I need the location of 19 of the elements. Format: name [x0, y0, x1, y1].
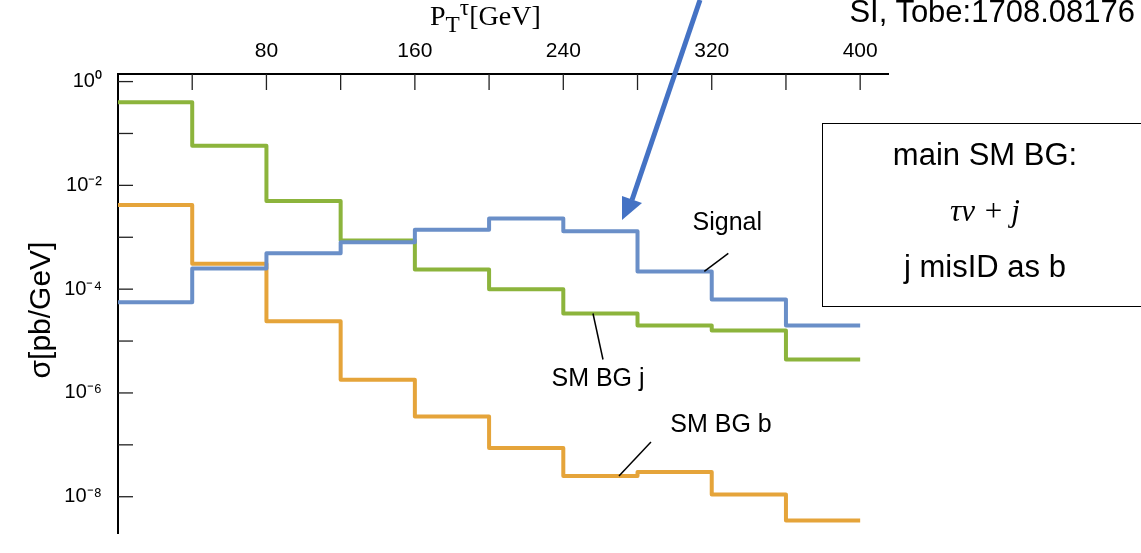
y-tick-label: 10⁻⁴: [64, 276, 102, 299]
x-tick-label: 160: [397, 38, 433, 62]
x-tick-label: 400: [842, 38, 878, 62]
y-tick-label: 10⁻⁶: [64, 380, 102, 403]
series-label: SM BG j: [551, 363, 645, 392]
x-axis-title: P$_{T}$$^{τ}$[GeV]: [430, 0, 541, 38]
x-tick-label: 80: [254, 38, 279, 62]
series-label: Signal: [692, 207, 763, 236]
x-tick-label: 240: [545, 38, 581, 62]
y-tick-label: 10⁻²: [66, 172, 103, 195]
series-label: SM BG b: [670, 408, 772, 437]
text: j misID as b: [904, 249, 1066, 285]
y-tick-label: 10⁰: [72, 69, 102, 92]
y-tick-label: 10⁻⁸: [64, 484, 102, 507]
text: τν + j: [950, 193, 1020, 229]
text: main SM BG:: [892, 137, 1078, 173]
y-axis-title: σ[pb/GeV]: [23, 241, 57, 379]
text: SI, Tobe:1708.08176: [849, 0, 1135, 30]
x-tick-label: 320: [694, 38, 730, 62]
